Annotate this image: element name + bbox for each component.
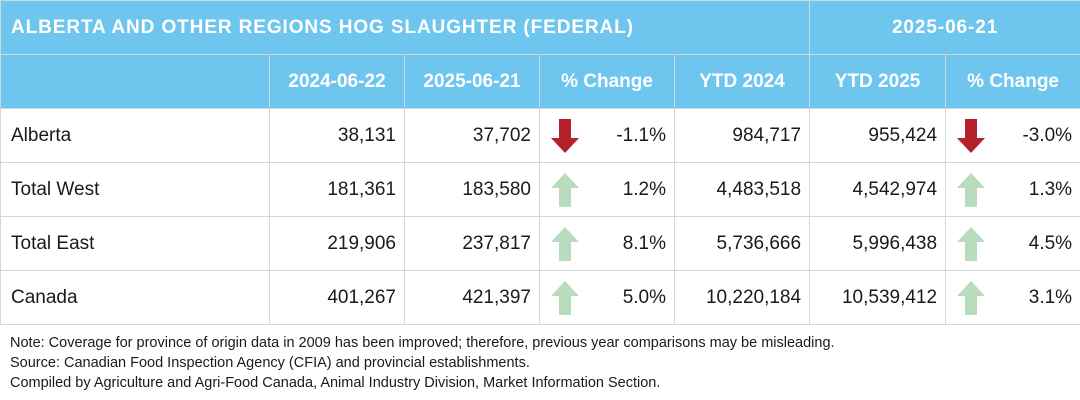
week-change-cell-value: -1.1% (616, 124, 666, 146)
ytd-2024-value: 5,736,666 (673, 216, 811, 271)
column-header-ytd-2025: YTD 2025 (809, 54, 947, 109)
row-label: Total East (0, 216, 270, 271)
week-change-cell-value: 1.2% (622, 178, 666, 200)
week-2024-value: 181,361 (269, 162, 405, 217)
arrow-up-icon (551, 227, 579, 261)
note-coverage: Note: Coverage for province of origin da… (10, 335, 835, 351)
ytd-2024-value: 10,220,184 (673, 270, 811, 325)
column-header-week-change: % Change (539, 54, 675, 109)
column-header-ytd-change: % Change (945, 54, 1080, 109)
week-change-cell: 8.1% (539, 216, 675, 271)
column-header-label (0, 54, 270, 109)
table-row: Alberta 38,131 37,702 -1.1% 984,717 955,… (0, 108, 1080, 163)
week-2025-value: 421,397 (404, 270, 540, 325)
arrow-up-icon (551, 173, 579, 207)
ytd-2025-value: 10,539,412 (809, 270, 947, 325)
ytd-change-cell: 1.3% (945, 162, 1080, 217)
table-row: Total East 219,906 237,817 8.1% 5,736,66… (0, 216, 1080, 271)
arrow-down-icon (957, 119, 986, 153)
week-2025-value: 37,702 (404, 108, 540, 163)
note-source: Source: Canadian Food Inspection Agency … (10, 355, 530, 371)
arrow-up-icon (957, 227, 986, 261)
arrow-down-icon (551, 119, 579, 153)
week-2024-value: 401,267 (269, 270, 405, 325)
report-date: 2025-06-21 (809, 0, 1080, 55)
hog-slaughter-table: ALBERTA AND OTHER REGIONS HOG SLAUGHTER … (0, 0, 1080, 325)
column-header-week-2025: 2025-06-21 (404, 54, 540, 109)
ytd-2024-value: 4,483,518 (673, 162, 811, 217)
week-change-cell-value: 8.1% (622, 232, 666, 254)
week-2025-value: 237,817 (404, 216, 540, 271)
arrow-up-icon (957, 173, 986, 207)
table-title: ALBERTA AND OTHER REGIONS HOG SLAUGHTER … (0, 0, 811, 55)
column-header-week-2024: 2024-06-22 (269, 54, 405, 109)
ytd-2024-value: 984,717 (673, 108, 811, 163)
ytd-2025-value: 5,996,438 (809, 216, 947, 271)
column-header-row: 2024-06-22 2025-06-21 % Change YTD 2024 … (0, 54, 1080, 109)
week-change-cell: 5.0% (539, 270, 675, 325)
arrow-up-icon (957, 281, 986, 315)
ytd-change-cell-value: 3.1% (1028, 286, 1073, 308)
ytd-change-cell-value: -3.0% (1022, 124, 1073, 146)
ytd-change-cell: 3.1% (945, 270, 1080, 325)
row-label: Canada (0, 270, 270, 325)
row-label: Total West (0, 162, 270, 217)
ytd-2025-value: 4,542,974 (809, 162, 947, 217)
note-compiled-by: Compiled by Agriculture and Agri-Food Ca… (10, 375, 661, 391)
week-2024-value: 38,131 (269, 108, 405, 163)
week-change-cell-value: 5.0% (622, 286, 666, 308)
table-row: Canada 401,267 421,397 5.0% 10,220,184 1… (0, 270, 1080, 325)
ytd-change-cell-value: 1.3% (1028, 178, 1073, 200)
footnotes: Note: Coverage for province of origin da… (10, 333, 1070, 393)
ytd-change-cell: -3.0% (945, 108, 1080, 163)
week-change-cell: 1.2% (539, 162, 675, 217)
table-row: Total West 181,361 183,580 1.2% 4,483,51… (0, 162, 1080, 217)
ytd-2025-value: 955,424 (809, 108, 947, 163)
row-label: Alberta (0, 108, 270, 163)
week-2024-value: 219,906 (269, 216, 405, 271)
week-2025-value: 183,580 (404, 162, 540, 217)
ytd-change-cell-value: 4.5% (1028, 232, 1073, 254)
title-row: ALBERTA AND OTHER REGIONS HOG SLAUGHTER … (0, 0, 1080, 55)
ytd-change-cell: 4.5% (945, 216, 1080, 271)
week-change-cell: -1.1% (539, 108, 675, 163)
column-header-ytd-2024: YTD 2024 (673, 54, 811, 109)
arrow-up-icon (551, 281, 579, 315)
